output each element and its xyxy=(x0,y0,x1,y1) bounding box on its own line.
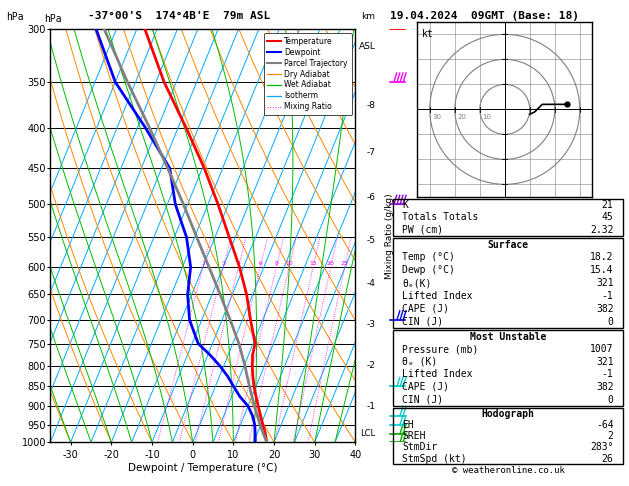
Text: 15.4: 15.4 xyxy=(590,265,613,275)
Text: -6: -6 xyxy=(367,193,376,202)
Text: θₑ (K): θₑ (K) xyxy=(403,357,438,367)
Text: -8: -8 xyxy=(367,101,376,110)
Text: -4: -4 xyxy=(367,279,376,288)
Text: Lifted Index: Lifted Index xyxy=(403,291,473,301)
Text: Dewp (°C): Dewp (°C) xyxy=(403,265,455,275)
Text: 10: 10 xyxy=(286,261,293,266)
Text: Surface: Surface xyxy=(487,240,528,250)
Text: 0: 0 xyxy=(608,395,613,404)
Text: 3: 3 xyxy=(221,261,225,266)
Text: 2.32: 2.32 xyxy=(590,225,613,235)
Text: Most Unstable: Most Unstable xyxy=(470,332,546,342)
Text: -1: -1 xyxy=(367,401,376,411)
Text: 382: 382 xyxy=(596,382,613,392)
Text: -37°00'S  174°4B'E  79m ASL: -37°00'S 174°4B'E 79m ASL xyxy=(88,11,270,21)
Text: CAPE (J): CAPE (J) xyxy=(403,382,449,392)
Text: ASL: ASL xyxy=(359,42,376,51)
Text: EH: EH xyxy=(403,420,414,430)
Text: 8: 8 xyxy=(274,261,278,266)
Text: Totals Totals: Totals Totals xyxy=(403,212,479,223)
Text: hPa: hPa xyxy=(6,12,24,22)
Text: -64: -64 xyxy=(596,420,613,430)
Text: 2: 2 xyxy=(201,261,205,266)
Text: PW (cm): PW (cm) xyxy=(403,225,443,235)
Text: 26: 26 xyxy=(602,453,613,464)
Text: 10: 10 xyxy=(482,114,491,121)
Text: 2: 2 xyxy=(608,431,613,441)
Text: 321: 321 xyxy=(596,357,613,367)
Text: 45: 45 xyxy=(602,212,613,223)
Text: 20: 20 xyxy=(457,114,466,121)
Text: © weatheronline.co.uk: © weatheronline.co.uk xyxy=(452,466,565,475)
Text: Pressure (mb): Pressure (mb) xyxy=(403,344,479,354)
Text: CIN (J): CIN (J) xyxy=(403,395,443,404)
Text: -1: -1 xyxy=(602,291,613,301)
Text: 1007: 1007 xyxy=(590,344,613,354)
Text: Temp (°C): Temp (°C) xyxy=(403,252,455,262)
Text: 18.2: 18.2 xyxy=(590,252,613,262)
Legend: Temperature, Dewpoint, Parcel Trajectory, Dry Adiabat, Wet Adiabat, Isotherm, Mi: Temperature, Dewpoint, Parcel Trajectory… xyxy=(264,33,352,115)
Text: 321: 321 xyxy=(596,278,613,288)
Text: 4: 4 xyxy=(237,261,240,266)
Text: Mixing Ratio (g/kg): Mixing Ratio (g/kg) xyxy=(386,193,394,278)
Text: CIN (J): CIN (J) xyxy=(403,316,443,327)
Text: 25: 25 xyxy=(341,261,348,266)
Text: θₑ(K): θₑ(K) xyxy=(403,278,431,288)
Text: 283°: 283° xyxy=(590,442,613,452)
Text: 0: 0 xyxy=(608,316,613,327)
Text: StmSpd (kt): StmSpd (kt) xyxy=(403,453,467,464)
Text: SREH: SREH xyxy=(403,431,426,441)
Text: 19.04.2024  09GMT (Base: 18): 19.04.2024 09GMT (Base: 18) xyxy=(390,11,579,21)
Text: 382: 382 xyxy=(596,304,613,314)
Text: -5: -5 xyxy=(367,236,376,245)
Text: Lifted Index: Lifted Index xyxy=(403,369,473,380)
X-axis label: Dewpoint / Temperature (°C): Dewpoint / Temperature (°C) xyxy=(128,463,277,473)
Text: -7: -7 xyxy=(367,148,376,157)
Text: 20: 20 xyxy=(327,261,335,266)
Text: km: km xyxy=(362,12,376,21)
Text: 30: 30 xyxy=(432,114,442,121)
Text: -3: -3 xyxy=(367,320,376,329)
Text: LCL: LCL xyxy=(360,429,376,438)
Text: -1: -1 xyxy=(602,369,613,380)
Text: CAPE (J): CAPE (J) xyxy=(403,304,449,314)
Text: -2: -2 xyxy=(367,361,376,370)
Text: 21: 21 xyxy=(602,200,613,210)
Text: kt: kt xyxy=(422,29,434,39)
Text: 6: 6 xyxy=(259,261,262,266)
Text: StmDir: StmDir xyxy=(403,442,438,452)
Text: Hodograph: Hodograph xyxy=(481,409,535,419)
Text: K: K xyxy=(403,200,408,210)
Text: 15: 15 xyxy=(309,261,317,266)
Text: hPa: hPa xyxy=(44,14,62,24)
